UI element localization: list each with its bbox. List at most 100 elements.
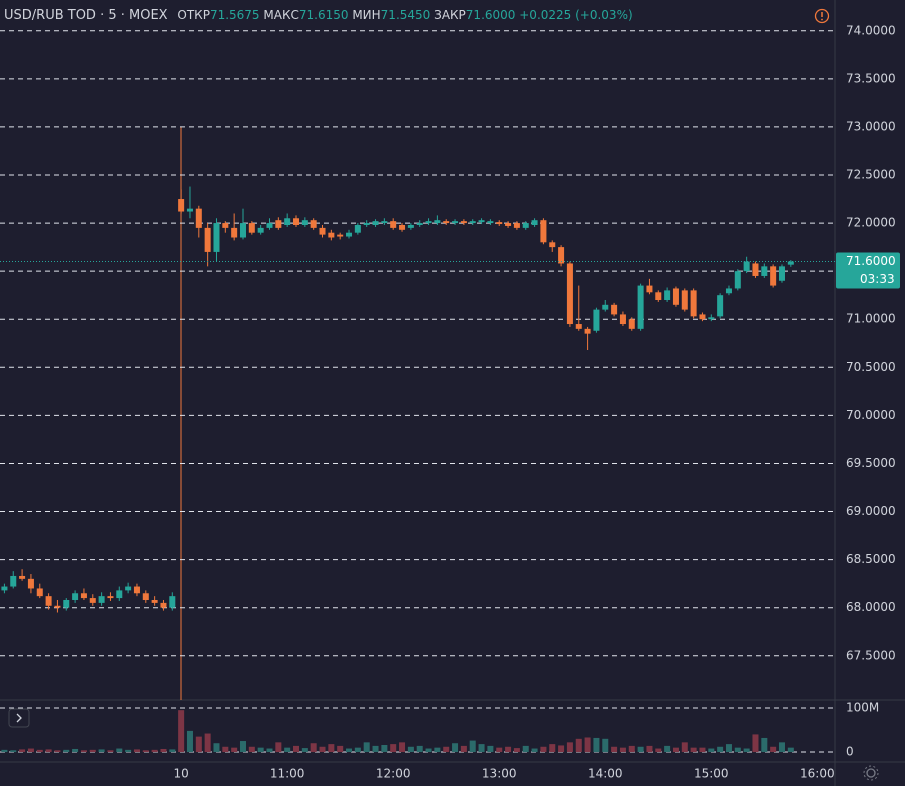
x-tick-label: 15:00 bbox=[694, 767, 729, 781]
candle-body bbox=[558, 247, 565, 264]
countdown: 03:33 bbox=[860, 272, 895, 286]
volume-bar bbox=[708, 748, 715, 753]
volume-bar bbox=[248, 746, 255, 753]
volume-bar bbox=[36, 749, 43, 753]
candle-body bbox=[133, 586, 140, 594]
volume-tick-label: 100M bbox=[846, 700, 879, 714]
candle-body bbox=[239, 223, 246, 238]
candle-body bbox=[80, 593, 87, 599]
y-tick-label: 72.5000 bbox=[846, 168, 896, 182]
volume-bar bbox=[628, 745, 635, 753]
candle-body bbox=[699, 314, 706, 320]
change-value: +0.0225 (+0.03%) bbox=[519, 8, 633, 22]
candle-body bbox=[770, 266, 777, 286]
candle-body bbox=[381, 221, 388, 224]
candle-body bbox=[319, 227, 326, 235]
candle-body bbox=[337, 234, 344, 237]
volume-bar bbox=[681, 742, 688, 753]
volume-bar bbox=[734, 747, 741, 753]
symbol: USD/RUB TOD · 5 · MOEX bbox=[4, 8, 168, 23]
candle-body bbox=[452, 221, 459, 224]
volume-bar bbox=[478, 744, 485, 753]
candle-body bbox=[89, 598, 96, 603]
volume-bar bbox=[372, 745, 379, 753]
low-value: 71.5450 bbox=[380, 8, 431, 22]
candle-body bbox=[434, 220, 441, 224]
high-label: МАКС bbox=[263, 8, 299, 22]
candle-body bbox=[160, 602, 167, 608]
volume-bar bbox=[619, 747, 626, 753]
candle-body bbox=[778, 266, 785, 281]
y-tick-label: 67.5000 bbox=[846, 648, 896, 662]
settings-icon[interactable] bbox=[863, 765, 879, 781]
volume-bar bbox=[239, 741, 246, 753]
volume-bar bbox=[257, 747, 264, 753]
candle-body bbox=[363, 223, 370, 225]
candle-body bbox=[142, 593, 149, 600]
y-tick-label: 68.5000 bbox=[846, 552, 896, 566]
candle-body bbox=[231, 227, 238, 238]
volume-bar bbox=[301, 748, 308, 753]
volume-bar bbox=[10, 750, 17, 753]
x-tick-label: 11:00 bbox=[270, 767, 305, 781]
candle-body bbox=[505, 223, 512, 226]
last-price-box bbox=[836, 252, 900, 289]
volume-bar bbox=[558, 745, 565, 753]
volume-bar bbox=[452, 743, 459, 753]
candle-body bbox=[443, 221, 450, 224]
candle-body bbox=[734, 271, 741, 289]
volume-bar bbox=[133, 749, 140, 753]
expand-button[interactable] bbox=[8, 708, 30, 728]
y-tick-label: 70.0000 bbox=[846, 408, 896, 422]
candle-body bbox=[584, 328, 591, 334]
volume-bar bbox=[743, 748, 750, 753]
volume-bar bbox=[602, 738, 609, 753]
volume-bar bbox=[549, 744, 556, 753]
volume-bar bbox=[293, 745, 300, 753]
volume-bar bbox=[469, 740, 476, 753]
candle-body bbox=[275, 220, 282, 228]
candle-body bbox=[593, 309, 600, 331]
volume-bar bbox=[443, 746, 450, 753]
volume-bar bbox=[787, 747, 794, 753]
candle-body bbox=[425, 221, 432, 224]
open-label: ОТКР bbox=[177, 8, 210, 22]
candle-body bbox=[460, 221, 467, 224]
volume-bar bbox=[125, 749, 132, 753]
volume-bar bbox=[72, 748, 79, 753]
volume-bar bbox=[178, 710, 185, 753]
volume-bar bbox=[142, 750, 149, 753]
volume-bar bbox=[363, 742, 370, 753]
candle-body bbox=[717, 295, 724, 317]
volume-bar bbox=[566, 742, 573, 753]
volume-bar bbox=[169, 749, 176, 753]
candle-body bbox=[672, 288, 679, 305]
warning-icon[interactable] bbox=[814, 8, 830, 24]
candle-body bbox=[690, 290, 697, 317]
candle-body bbox=[257, 227, 264, 233]
candle-body bbox=[487, 221, 494, 224]
high-value: 71.6150 bbox=[298, 8, 349, 22]
candle-body bbox=[27, 578, 34, 589]
candle-body bbox=[213, 223, 220, 252]
candle-body bbox=[346, 232, 353, 237]
volume-bar bbox=[160, 748, 167, 753]
volume-bar bbox=[531, 748, 538, 753]
candle-body bbox=[328, 232, 335, 238]
candle-body bbox=[549, 242, 556, 248]
last-price-label: 71.6000 bbox=[846, 254, 896, 268]
candle-body bbox=[708, 317, 715, 320]
volume-bar bbox=[460, 745, 467, 753]
candle-body bbox=[125, 586, 132, 591]
candle-body bbox=[36, 588, 43, 597]
volume-bar bbox=[337, 745, 344, 753]
volume-bar bbox=[151, 749, 158, 753]
volume-bar bbox=[717, 746, 724, 753]
candle-body bbox=[1, 586, 8, 591]
candle-body bbox=[178, 199, 185, 212]
volume-bar bbox=[284, 747, 291, 753]
y-tick-label: 74.0000 bbox=[846, 23, 896, 37]
volume-bar bbox=[593, 737, 600, 753]
